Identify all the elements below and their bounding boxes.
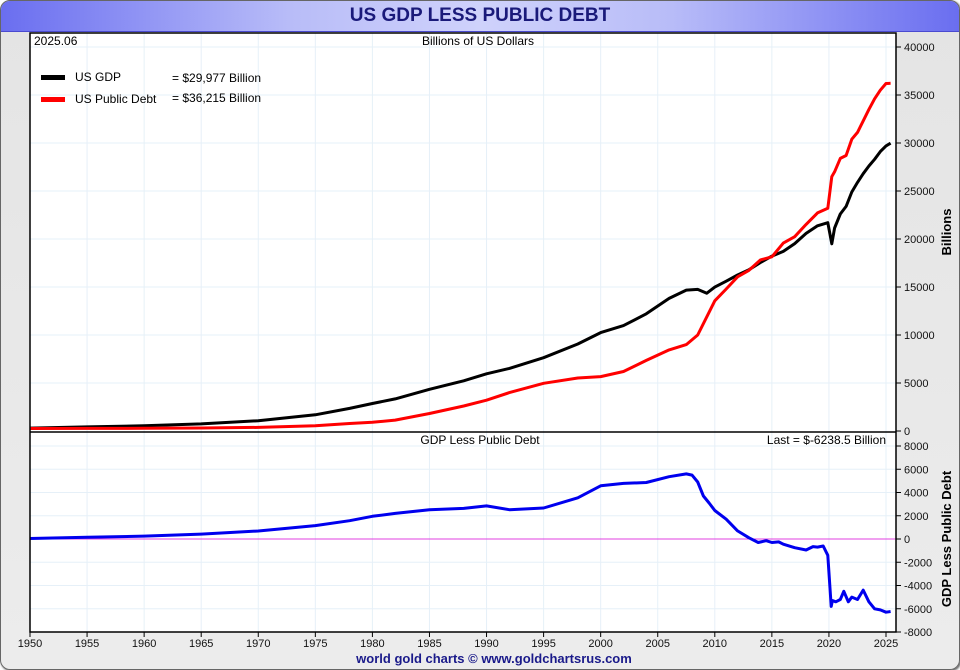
- x-axis-ticks: 1950 1955 1960 1965 1970 1975 1980 1985 1990 1995…: [18, 632, 898, 650]
- y-tick-label: 35000: [904, 90, 935, 102]
- date-label: 2025.06: [34, 34, 78, 48]
- plot-borders: [29, 32, 897, 633]
- legend-swatch-debt: [41, 97, 65, 102]
- x-tick-label: 1985: [417, 638, 441, 650]
- grid-lines: [30, 33, 896, 632]
- x-tick-label: 1955: [75, 638, 99, 650]
- x-tick-label: 2005: [645, 638, 669, 650]
- lower-y-axis-title: GDP Less Public Debt: [939, 470, 954, 607]
- y-tick-label: 8000: [904, 441, 928, 453]
- x-tick-label: 2010: [703, 638, 727, 650]
- y-tick-label: 15000: [904, 282, 935, 294]
- legend-swatch-gdp: [41, 75, 65, 80]
- y-tick-label: -4000: [904, 581, 932, 593]
- y-tick-label: 5000: [904, 378, 928, 390]
- plot-border: [29, 32, 897, 633]
- series-line-us-public-debt: [29, 81, 891, 430]
- x-tick-label: 2020: [817, 638, 841, 650]
- upper-y-axis-title: Billions: [939, 209, 954, 256]
- y-tick-label: 0: [904, 426, 910, 438]
- y-tick-label: 40000: [904, 42, 935, 54]
- legend-label-gdp: US GDP: [75, 70, 121, 84]
- x-tick-label: 2000: [588, 638, 612, 650]
- x-tick-label: 1970: [246, 638, 270, 650]
- last-value-annotation: Last = $-6238.5 Billion: [767, 433, 886, 447]
- lower-panel-title: GDP Less Public Debt: [420, 433, 540, 447]
- upper-plot-area: [30, 33, 896, 432]
- y-tick-label: 2000: [904, 511, 928, 523]
- y-tick-label: -2000: [904, 557, 932, 569]
- title-bar: US GDP LESS PUBLIC DEBT: [1, 1, 959, 32]
- x-tick-label: 1995: [531, 638, 555, 650]
- x-tick-label: 1965: [189, 638, 213, 650]
- y-tick-label: 10000: [904, 330, 935, 342]
- series-line-gdp-less-debt: [29, 472, 891, 614]
- y-tick-label: -6000: [904, 604, 932, 616]
- y-axis-ticks: 0500010000150002000025000300003500040000…: [896, 42, 935, 639]
- x-tick-label: 1975: [303, 638, 327, 650]
- y-tick-label: -8000: [904, 627, 932, 639]
- legend-value-gdp: = $29,977 Billion: [172, 71, 261, 85]
- x-tick-label: 1960: [132, 638, 156, 650]
- credit-text: world gold charts © www.goldchartsrus.co…: [355, 651, 632, 666]
- x-tick-label: 2015: [760, 638, 784, 650]
- series-lines: [29, 81, 892, 614]
- y-tick-label: 20000: [904, 234, 935, 246]
- chart-title: US GDP LESS PUBLIC DEBT: [349, 5, 611, 26]
- x-tick-label: 1980: [360, 638, 384, 650]
- series-line-us-gdp: [29, 141, 892, 430]
- legend-label-debt: US Public Debt: [75, 92, 157, 106]
- y-tick-label: 0: [904, 534, 910, 546]
- upper-panel-title: Billions of US Dollars: [422, 34, 534, 48]
- x-tick-label: 1990: [474, 638, 498, 650]
- y-tick-label: 6000: [904, 464, 928, 476]
- legend-value-debt: = $36,215 Billion: [172, 91, 261, 105]
- y-tick-label: 30000: [904, 138, 935, 150]
- x-tick-label: 2025: [874, 638, 898, 650]
- x-tick-label: 1950: [18, 638, 42, 650]
- y-tick-label: 4000: [904, 488, 928, 500]
- legend: US GDP = $29,977 Billion US Public Debt …: [41, 70, 261, 106]
- lower-plot-area: [30, 432, 896, 632]
- y-tick-label: 25000: [904, 186, 935, 198]
